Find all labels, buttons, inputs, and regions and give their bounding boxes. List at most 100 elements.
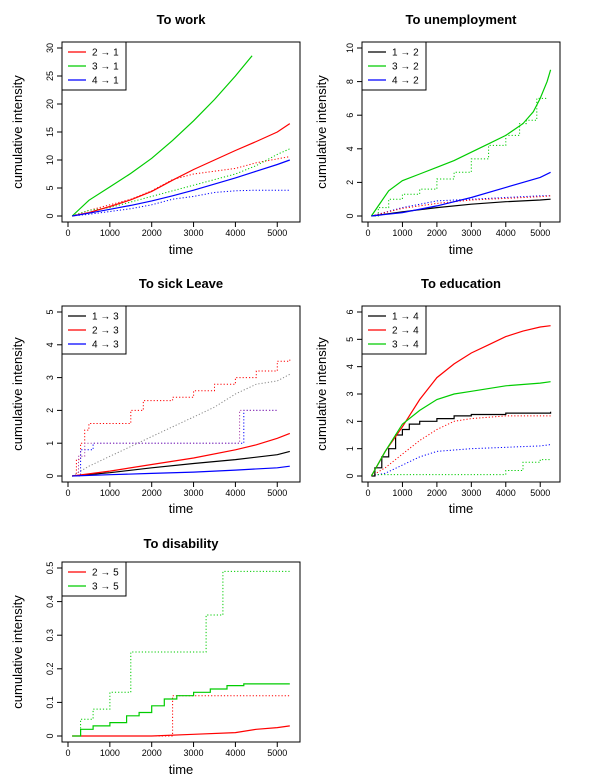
y-tick-label: 4 — [345, 146, 355, 151]
chart-panel-3: To sick Leave 0 1000 2000 3000 4000 5000 0 1 2 3 4 5… — [10, 276, 301, 516]
chart-panel-4: To education 0 1000 2000 3000 4000 5000 0 1 2 3 4 5 6… — [314, 276, 561, 516]
y-tick-label: 5 — [345, 337, 355, 342]
series-line-5-dotted — [371, 195, 551, 217]
x-tick-label: 1000 — [100, 748, 120, 758]
y-tick-label: 0 — [45, 213, 55, 218]
legend-label: 4 → 3 — [92, 340, 119, 351]
x-tick-label: 2000 — [427, 488, 447, 498]
chart-title: To disability — [144, 536, 220, 551]
legend-label: 4 → 2 — [392, 76, 419, 87]
y-tick-label: 8 — [345, 79, 355, 84]
y-tick-label: 1 — [345, 446, 355, 451]
series-line-3 — [72, 465, 290, 477]
legend — [61, 561, 127, 597]
y-tick-label: 0 — [345, 473, 355, 478]
x-tick-label: 5000 — [267, 748, 287, 758]
y-tick-label: 6 — [345, 309, 355, 314]
series-line-5-dotted — [371, 444, 551, 477]
x-tick-label: 3000 — [461, 488, 481, 498]
y-axis-label: cumulative intensity — [314, 337, 329, 451]
series-line-4-dotted — [371, 415, 551, 477]
series-line-3 — [371, 171, 551, 217]
legend-label: 3 → 1 — [92, 62, 119, 73]
chart-panel-2: To unemployment 0 1000 2000 3000 4000 5000 0 2 4 6… — [314, 12, 561, 257]
legend-label: 4 → 1 — [92, 76, 119, 87]
plot-frame — [61, 305, 301, 483]
x-tick-label: 1000 — [100, 228, 120, 238]
series-line-2 — [72, 683, 290, 737]
y-tick-label: 0 — [45, 733, 55, 738]
series-line-1 — [72, 450, 290, 477]
chart-title: To unemployment — [406, 12, 518, 27]
chart-panel-1: To work 0 1000 2000 3000 4000 5000 0 5 10 15 20 25 30… — [10, 12, 301, 257]
y-tick-label: 30 — [45, 43, 55, 53]
y-tick-label: 5 — [45, 185, 55, 190]
y-axis-label: cumulative intensity — [314, 75, 329, 189]
x-tick-label: 3000 — [461, 228, 481, 238]
x-axis-label: time — [169, 501, 194, 516]
x-tick-label: 0 — [365, 488, 370, 498]
x-tick-label: 3000 — [184, 748, 204, 758]
series-line-1 — [72, 123, 291, 217]
legend-label: 3 → 2 — [392, 62, 419, 73]
x-tick-label: 0 — [65, 488, 70, 498]
y-tick-label: 0.1 — [45, 696, 55, 709]
y-tick-label: 2 — [345, 419, 355, 424]
chart-panel-5: To disability 0 1000 2000 3000 4000 5000 0 0.1 0.… — [10, 536, 301, 777]
y-tick-label: 4 — [45, 342, 55, 347]
legend-label: 2 → 5 — [92, 568, 119, 579]
y-axis-label: cumulative intensity — [10, 75, 25, 189]
x-tick-label: 4000 — [496, 488, 516, 498]
legend-label: 1 → 4 — [392, 312, 419, 323]
x-tick-label: 5000 — [530, 488, 550, 498]
y-tick-label: 10 — [45, 155, 55, 165]
y-tick-label: 25 — [45, 71, 55, 81]
x-tick-label: 5000 — [267, 488, 287, 498]
x-tick-label: 0 — [365, 228, 370, 238]
series-line-4-dotted — [371, 97, 548, 217]
y-tick-label: 10 — [345, 43, 355, 53]
x-tick-label: 0 — [65, 228, 70, 238]
series-line-2 — [370, 325, 551, 477]
x-axis-label: time — [169, 762, 194, 777]
series-line-1 — [72, 725, 290, 737]
x-axis-label: time — [169, 242, 194, 257]
x-tick-label: 4000 — [496, 228, 516, 238]
legend-label: 3 → 4 — [392, 340, 419, 351]
legend-label: 1 → 3 — [92, 312, 119, 323]
series-line-7-dotted — [72, 409, 278, 477]
x-tick-label: 1000 — [392, 488, 412, 498]
y-tick-label: 0.5 — [45, 562, 55, 575]
series-line-3 — [370, 381, 551, 477]
x-tick-label: 4000 — [225, 488, 245, 498]
y-tick-label: 2 — [345, 180, 355, 185]
series-line-6-dotted — [72, 189, 290, 217]
series-line-1 — [371, 198, 551, 217]
y-tick-label: 0.3 — [45, 629, 55, 642]
x-tick-label: 2000 — [427, 228, 447, 238]
series-line-3-dotted — [72, 570, 290, 737]
x-axis-label: time — [449, 242, 474, 257]
chart-title: To education — [421, 276, 501, 291]
legend-label: 3 → 5 — [92, 582, 119, 593]
y-tick-label: 3 — [345, 391, 355, 396]
y-tick-label: 5 — [45, 309, 55, 314]
plot-frame — [61, 561, 301, 743]
series-line-4-dotted — [72, 357, 291, 477]
x-tick-label: 2000 — [142, 748, 162, 758]
series-line-6-dotted — [371, 195, 551, 217]
series-line-2 — [370, 69, 552, 217]
series-line-2 — [71, 55, 253, 217]
x-tick-label: 5000 — [530, 228, 550, 238]
x-tick-label: 4000 — [225, 228, 245, 238]
x-tick-label: 2000 — [142, 488, 162, 498]
plot-frame — [361, 41, 561, 223]
y-axis-label: cumulative intensity — [10, 337, 25, 451]
series-line-5-dotted — [71, 373, 291, 477]
series-line-5-dotted — [72, 148, 291, 217]
series-line-3 — [72, 159, 291, 217]
legend-label: 1 → 2 — [392, 48, 419, 59]
series-line-6-dotted — [72, 409, 278, 477]
x-tick-label: 2000 — [142, 228, 162, 238]
